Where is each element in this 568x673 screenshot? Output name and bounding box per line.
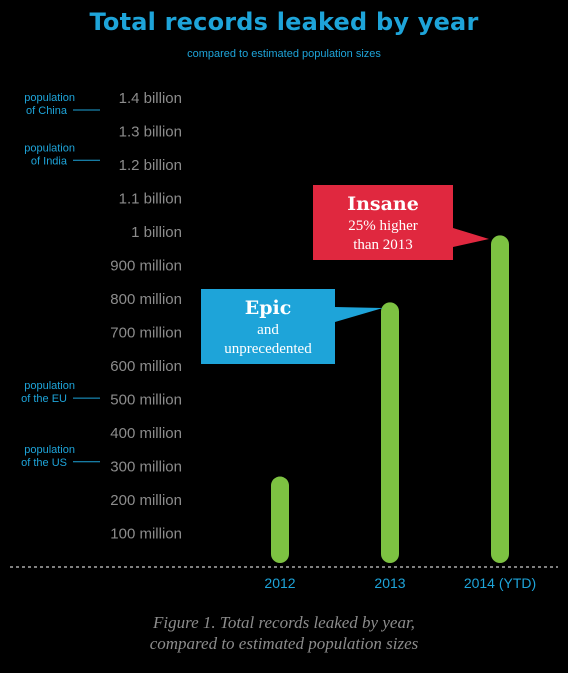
x-category-label: 2014 (YTD) (464, 575, 536, 591)
y-tick-label: 1.2 billion (119, 157, 182, 174)
callout-box-1 (201, 289, 335, 364)
bar-1 (271, 476, 289, 563)
population-label-line-2: of the EU (21, 393, 67, 405)
chart-title: Total records leaked by year (89, 8, 479, 36)
y-tick-label: 700 million (110, 325, 182, 342)
population-label-line-1: population (24, 142, 75, 154)
population-label-line-1: population (24, 92, 75, 104)
y-tick-label: 400 million (110, 425, 182, 442)
y-tick-label: 1 billion (131, 224, 182, 241)
caption-line-1: Figure 1. Total records leaked by year, (153, 613, 415, 632)
callout-text-line: unprecedented (224, 341, 312, 357)
y-tick-label: 200 million (110, 492, 182, 509)
y-tick-label: 500 million (110, 392, 182, 409)
callout-text-line: 25% higher (348, 218, 418, 234)
caption-line-2: compared to estimated population sizes (149, 634, 419, 653)
callout-heading: Insane (347, 193, 419, 215)
population-label-line-2: of China (26, 105, 68, 117)
chart-subtitle: compared to estimated population sizes (187, 48, 381, 60)
callout-heading: Epic (245, 297, 292, 319)
callout-pointer-1 (335, 307, 383, 322)
y-tick-label: 600 million (110, 358, 182, 375)
y-tick-label: 800 million (110, 291, 182, 308)
y-tick-label: 1.3 billion (119, 124, 182, 141)
figure-caption: Figure 1. Total records leaked by year, … (0, 612, 568, 654)
bar-chart: 100 million 200 million 300 million 400 mil… (10, 90, 558, 591)
x-category-label: 2012 (264, 575, 295, 591)
population-label-line-2: of India (31, 155, 68, 167)
y-tick-label: 300 million (110, 459, 182, 476)
population-label-line-1: population (24, 380, 75, 392)
bar-3 (491, 235, 509, 563)
callout-pointer-2 (453, 228, 489, 247)
population-label-line-2: of the US (21, 457, 67, 469)
y-tick-label: 900 million (110, 258, 182, 275)
callout-text-line: than 2013 (353, 237, 413, 253)
callout-box-2 (313, 185, 453, 260)
x-category-label: 2013 (374, 575, 405, 591)
y-tick-label: 1.1 billion (119, 191, 182, 208)
bar-2 (381, 302, 399, 563)
callout-text-line: and (257, 322, 279, 338)
population-label-line-1: population (24, 444, 75, 456)
y-tick-label: 100 million (110, 526, 182, 543)
y-tick-label: 1.4 billion (119, 90, 182, 107)
